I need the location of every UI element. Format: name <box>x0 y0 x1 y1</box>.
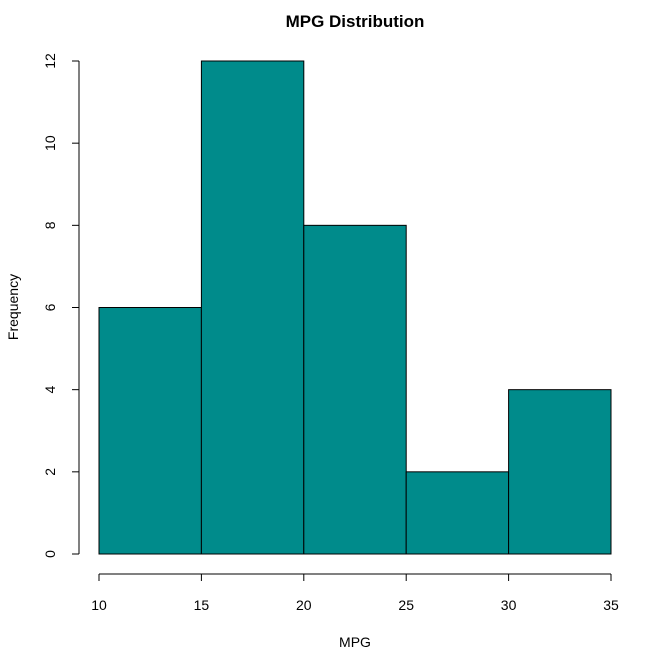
y-tick-label: 10 <box>42 135 58 151</box>
x-axis-label: MPG <box>339 634 371 650</box>
y-tick-label: 4 <box>42 386 58 394</box>
histogram-bar-20-25 <box>303 224 407 555</box>
histogram-bar-15-20 <box>200 60 305 555</box>
y-tick-label: 12 <box>42 53 58 69</box>
y-axis: 0 2 4 6 8 10 12 <box>42 53 80 558</box>
x-tick-label: 25 <box>398 597 414 613</box>
x-tick-label: 35 <box>603 597 619 613</box>
x-tick-label: 20 <box>296 597 312 613</box>
histogram-bar-10-15 <box>98 307 202 555</box>
y-axis-label: Frequency <box>5 274 21 340</box>
y-tick-label: 2 <box>42 468 58 476</box>
chart-title: MPG Distribution <box>286 12 425 31</box>
y-tick-label: 0 <box>42 550 58 558</box>
x-tick-label: 10 <box>91 597 107 613</box>
bars-group <box>98 60 612 555</box>
x-tick-label: 15 <box>194 597 210 613</box>
x-tick-label: 30 <box>501 597 517 613</box>
histogram-bar-30-35 <box>508 389 612 555</box>
x-axis: 10 15 20 25 30 35 <box>91 573 619 613</box>
y-tick-label: 8 <box>42 221 58 229</box>
histogram-bar-25-30 <box>405 471 510 555</box>
y-tick-label: 6 <box>42 303 58 311</box>
